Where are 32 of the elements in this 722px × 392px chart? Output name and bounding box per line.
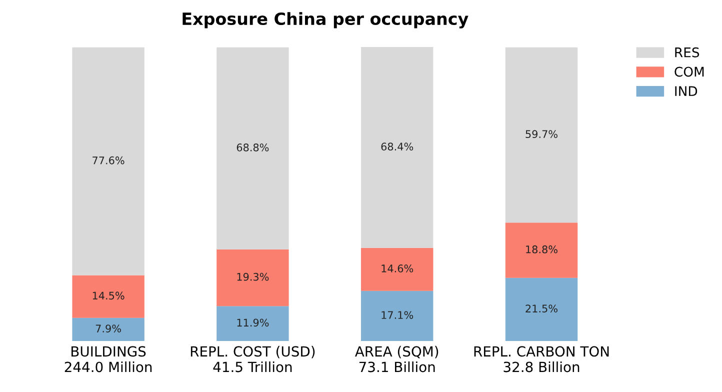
data-label: 68.8%	[236, 144, 269, 152]
bar	[72, 47, 144, 276]
legend-label: COM	[674, 66, 704, 77]
bar	[361, 248, 434, 291]
bar	[72, 275, 144, 318]
data-label: 14.6%	[382, 264, 414, 272]
bar	[505, 278, 578, 342]
bar	[361, 47, 434, 248]
data-label: 11.9%	[237, 318, 269, 327]
bar	[505, 47, 578, 223]
data-label: 59.7%	[526, 130, 558, 138]
data-label: 14.5%	[92, 292, 124, 300]
bar	[216, 306, 289, 342]
x-tick-label: REPL. CARBON TON 32.8 Billion	[474, 346, 609, 372]
data-label: 77.6%	[92, 156, 124, 164]
bar	[216, 47, 289, 250]
data-label: 21.5%	[526, 304, 558, 312]
data-label: 7.9%	[96, 324, 121, 332]
legend-label: RES	[675, 47, 700, 58]
data-label: 17.1%	[382, 311, 414, 319]
x-tick-label: REPL. COST (USD) 41.5 Trillion	[190, 346, 315, 372]
x-tick-label: AREA (SQM) 73.1 Billion	[355, 346, 438, 372]
bar	[505, 222, 578, 278]
bar	[216, 249, 289, 306]
bar	[361, 290, 434, 342]
data-label: 18.8%	[526, 245, 558, 254]
legend-label: IND	[675, 86, 698, 96]
bar	[72, 318, 144, 342]
chart-title: Exposure China per occupancy	[182, 12, 468, 28]
x-tick-label: BUILDINGS 244.0 Million	[64, 346, 152, 372]
data-label: 19.3%	[237, 272, 269, 281]
data-label: 68.4%	[381, 142, 414, 151]
